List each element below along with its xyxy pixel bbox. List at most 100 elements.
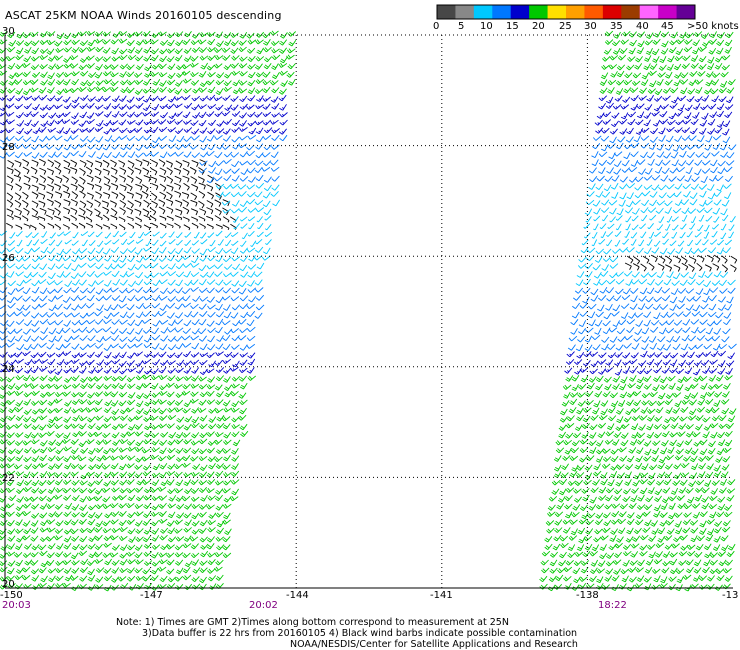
wind-barb <box>583 407 592 413</box>
wind-barb <box>22 552 32 558</box>
wind-barb <box>70 295 79 302</box>
wind-barb <box>215 463 225 469</box>
wind-barb <box>198 328 207 335</box>
wind-barb <box>716 110 724 118</box>
wind-barb <box>126 328 135 335</box>
wind-barb <box>639 223 647 230</box>
wind-barb <box>630 95 639 102</box>
wind-barb <box>704 224 710 232</box>
wind-barb <box>54 294 64 300</box>
wind-barb <box>126 399 136 406</box>
wind-barb <box>630 239 637 246</box>
wind-barb <box>150 352 160 358</box>
wind-barb <box>701 168 711 174</box>
wind-barb <box>651 184 660 191</box>
wind-barb <box>678 296 686 303</box>
wind-barb <box>167 407 176 413</box>
wind-barb <box>574 287 584 294</box>
wind-barb <box>166 39 175 47</box>
wind-barb <box>159 271 168 277</box>
wind-barb <box>23 456 32 463</box>
wind-barb <box>151 407 161 414</box>
wind-barb <box>597 304 605 312</box>
wind-barb <box>223 280 232 286</box>
wind-barb <box>56 358 65 366</box>
wind-barb <box>718 423 727 429</box>
wind-barb <box>727 287 736 294</box>
wind-barb <box>143 55 152 62</box>
wind-barb <box>653 104 662 112</box>
wind-barb <box>31 295 40 302</box>
wind-barb <box>638 95 647 101</box>
wind-barb <box>223 158 232 164</box>
wind-barb <box>593 470 602 477</box>
wind-barb <box>39 135 48 142</box>
wind-barb <box>47 543 56 550</box>
wind-barb <box>678 359 686 367</box>
wind-barb <box>706 463 714 470</box>
wind-barb <box>630 287 639 294</box>
wind-barb <box>726 296 734 304</box>
wind-barb <box>595 375 604 383</box>
wind-barb <box>650 520 658 527</box>
wind-barb <box>22 143 32 149</box>
wind-barb <box>640 350 648 358</box>
wind-barb <box>7 352 17 358</box>
wind-barb <box>39 112 49 119</box>
wind-barb <box>723 568 732 574</box>
wind-barb <box>647 479 656 486</box>
wind-barb <box>95 446 104 453</box>
wind-barb <box>703 543 712 551</box>
wind-barb <box>606 279 616 285</box>
wind-barb <box>704 200 713 206</box>
wind-barb <box>127 166 134 175</box>
wind-barb <box>551 479 561 486</box>
wind-barb <box>223 248 232 254</box>
wind-barb <box>198 167 207 174</box>
wind-barb <box>31 144 40 150</box>
wind-barb <box>199 536 208 543</box>
wind-barb <box>175 232 183 239</box>
wind-barb <box>135 367 144 374</box>
wind-barb <box>689 127 698 135</box>
wind-barb <box>8 72 17 79</box>
wind-barb <box>182 206 190 215</box>
wind-barb <box>87 480 96 487</box>
wind-barb <box>724 430 733 437</box>
wind-barb <box>721 526 731 533</box>
wind-barb <box>46 471 56 477</box>
wind-barb <box>22 351 31 357</box>
wind-barb <box>24 247 33 255</box>
wind-barb <box>191 512 199 520</box>
wind-barb <box>646 415 655 422</box>
wind-barb <box>151 495 161 501</box>
wind-barb <box>135 102 144 109</box>
wind-barb <box>168 319 176 326</box>
wind-barb <box>101 200 109 208</box>
wind-barb <box>103 294 112 301</box>
wind-barb <box>668 46 677 54</box>
wind-barb <box>128 536 136 543</box>
wind-barb <box>642 527 651 533</box>
wind-barb <box>55 255 64 262</box>
wind-barb <box>47 176 54 184</box>
wind-barb <box>238 280 247 288</box>
wind-barb <box>71 512 80 518</box>
wind-barb <box>239 200 248 207</box>
wind-barb <box>79 127 88 133</box>
wind-barb <box>63 190 71 198</box>
wind-barb <box>167 576 177 583</box>
wind-barb <box>199 343 208 351</box>
wind-barb <box>54 392 64 398</box>
wind-barb <box>595 248 605 255</box>
wind-barb <box>687 279 696 286</box>
wind-barb <box>271 103 280 110</box>
wind-barb <box>79 40 89 47</box>
wind-barb <box>7 336 16 343</box>
lat-label-24: 24 <box>2 364 15 375</box>
wind-barb <box>644 448 652 456</box>
wind-barb <box>118 104 128 110</box>
wind-barb <box>600 207 610 213</box>
wind-barb <box>79 207 86 216</box>
wind-barb <box>181 70 191 76</box>
